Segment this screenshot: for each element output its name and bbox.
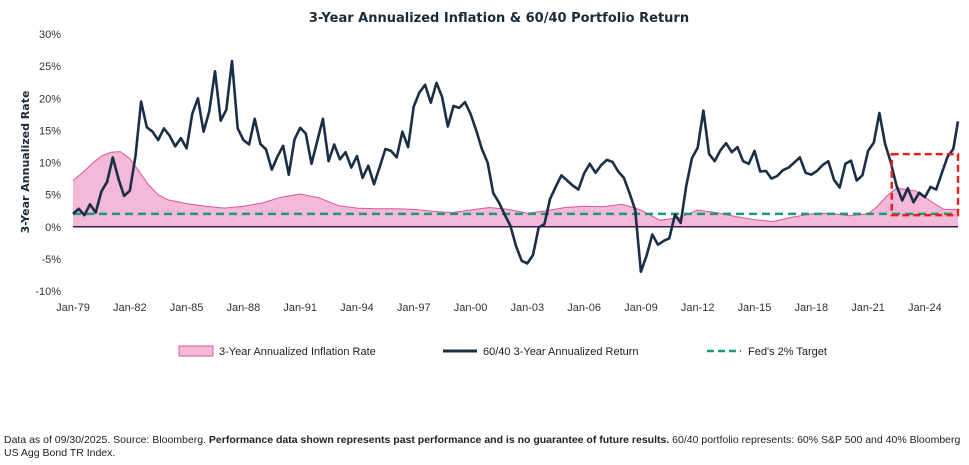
plot-area	[72, 59, 960, 273]
x-tick-label: Jan-12	[681, 302, 715, 314]
x-tick-label: Jan-85	[170, 302, 204, 314]
y-tick-label: 15%	[39, 125, 61, 137]
y-axis-label: 3-Year Annualized Rate	[19, 91, 32, 234]
x-tick-label: Jan-15	[738, 302, 772, 314]
x-tick-label: Jan-00	[454, 302, 488, 314]
legend: 3-Year Annualized Inflation Rate 60/40 3…	[178, 345, 827, 358]
x-tick-label: Jan-21	[851, 302, 885, 314]
y-tick-label: 30%	[39, 29, 61, 41]
x-tick-label: Jan-09	[624, 302, 658, 314]
y-tick-label: 25%	[39, 61, 61, 73]
x-tick-label: Jan-91	[283, 302, 317, 314]
legend-label-portfolio: 60/40 3-Year Annualized Return	[483, 346, 639, 358]
chart-title: 3-Year Annualized Inflation & 60/40 Port…	[309, 11, 689, 26]
portfolio-return-line	[72, 59, 960, 273]
y-axis-ticks: -10% -5% 0% 5% 10% 15% 20% 25% 30%	[35, 29, 61, 298]
x-axis-ticks: Jan-79 Jan-82 Jan-85 Jan-88 Jan-91 Jan-94 Jan-…	[56, 302, 942, 314]
legend-label-fed-target: Fed's 2% Target	[748, 346, 827, 358]
x-tick-label: Jan-06	[567, 302, 601, 314]
legend-swatch-inflation	[178, 345, 214, 357]
x-tick-label: Jan-79	[56, 302, 90, 314]
inflation-area	[73, 151, 958, 227]
y-tick-label: 20%	[39, 93, 61, 105]
footnote-portfolio-definition: 60/40 portfolio represents: 60% S&P 500 …	[4, 434, 961, 459]
x-tick-label: Jan-18	[794, 302, 828, 314]
y-tick-label: -10%	[35, 286, 61, 298]
chart: 3-Year Annualized Inflation & 60/40 Port…	[19, 11, 960, 358]
footnote-source: Data as of 09/30/2025. Source: Bloomberg…	[4, 434, 209, 446]
x-tick-label: Jan-03	[511, 302, 545, 314]
x-tick-label: Jan-24	[908, 302, 942, 314]
y-tick-label: 0%	[45, 222, 61, 234]
x-tick-label: Jan-97	[397, 302, 431, 314]
y-tick-label: -5%	[41, 254, 61, 266]
x-tick-label: Jan-82	[113, 302, 147, 314]
y-tick-label: 5%	[45, 190, 61, 202]
inflation-area-edge	[72, 151, 958, 223]
legend-label-inflation: 3-Year Annualized Inflation Rate	[219, 346, 376, 358]
x-tick-label: Jan-94	[340, 302, 374, 314]
y-tick-label: 10%	[39, 158, 61, 170]
footnote: Data as of 09/30/2025. Source: Bloomberg…	[4, 434, 964, 460]
footnote-disclaimer: Performance data shown represents past p…	[208, 434, 670, 446]
x-tick-label: Jan-88	[227, 302, 261, 314]
highlight-box	[890, 152, 960, 217]
